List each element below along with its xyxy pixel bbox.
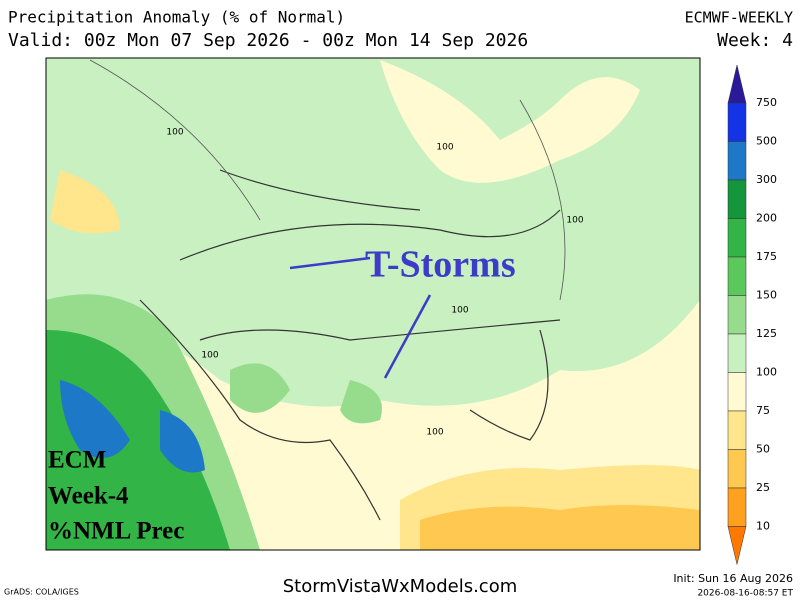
title: Precipitation Anomaly (% of Normal) bbox=[8, 8, 345, 27]
overlay-text: %NML Prec bbox=[48, 518, 184, 545]
colorbar-label: 200 bbox=[756, 212, 777, 225]
model: ECMWF-WEEKLY bbox=[685, 9, 793, 27]
colorbar-label: 75 bbox=[756, 404, 770, 417]
colorbar-box bbox=[727, 179, 747, 219]
contour-label: 100 bbox=[201, 351, 218, 361]
colorbar-box bbox=[727, 449, 747, 489]
colorbar-label: 150 bbox=[756, 289, 777, 302]
colorbar-box bbox=[727, 218, 747, 258]
init: Init: Sun 16 Aug 2026 bbox=[673, 572, 793, 585]
colorbar-box bbox=[727, 487, 747, 527]
colorbar-box bbox=[727, 102, 747, 142]
region bbox=[60, 380, 205, 473]
contour-label: 100 bbox=[436, 143, 453, 153]
stamp: 2026-08-16-08:57 ET bbox=[697, 589, 793, 599]
region bbox=[380, 60, 640, 183]
overlay-text: Week-4 bbox=[48, 483, 129, 510]
boundary bbox=[139, 169, 561, 521]
colorbar-label: 750 bbox=[756, 96, 777, 109]
colorbar-box bbox=[727, 333, 747, 373]
overlay-text: ECM bbox=[48, 447, 106, 474]
colorbar-label: 175 bbox=[756, 250, 777, 263]
colorbar-label: 25 bbox=[756, 481, 770, 494]
contour-label: 100 bbox=[426, 428, 443, 438]
colorbar-label: 50 bbox=[756, 443, 770, 456]
colorbar-box bbox=[727, 410, 747, 450]
colorbar-cap bbox=[727, 64, 747, 104]
contour-label: 100 bbox=[566, 216, 583, 226]
colorbar-box bbox=[727, 141, 747, 181]
contour-label: 100 bbox=[166, 128, 183, 138]
annotation: T-Storms bbox=[365, 244, 516, 286]
colorbar-label: 100 bbox=[756, 366, 777, 379]
boundary bbox=[89, 59, 566, 301]
colorbar-cap bbox=[727, 526, 747, 565]
valid-time: Valid: 00z Mon 07 Sep 2026 - 00z Mon 14 … bbox=[8, 30, 528, 51]
map: 100 100 100 100 100 100 T-Storms ECM Week-4 %… bbox=[45, 57, 701, 551]
region bbox=[420, 505, 700, 550]
colorbar-box bbox=[727, 256, 747, 296]
contour-label: 100 bbox=[451, 306, 468, 316]
map-frame bbox=[45, 57, 701, 551]
region bbox=[46, 330, 230, 550]
colorbar-label: 125 bbox=[756, 327, 777, 340]
arrow bbox=[383, 294, 432, 379]
colorbar-label: 300 bbox=[756, 173, 777, 186]
region bbox=[230, 363, 382, 424]
colorbar-label: 10 bbox=[756, 520, 770, 533]
colorbar-box bbox=[727, 372, 747, 412]
arrow bbox=[289, 256, 371, 270]
site: StormVistaWxModels.com bbox=[283, 576, 518, 597]
colorbar: 750 500 300 200 175 150 125 100 75 50 25 10 bbox=[727, 64, 777, 565]
region bbox=[50, 170, 120, 234]
credit: GrADS: COLA/IGES bbox=[4, 588, 79, 597]
colorbar-box bbox=[727, 295, 747, 335]
colorbar-label: 500 bbox=[756, 135, 777, 148]
week: Week: 4 bbox=[717, 30, 793, 51]
